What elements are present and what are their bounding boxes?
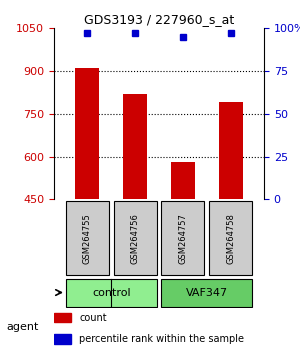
FancyBboxPatch shape bbox=[114, 201, 157, 275]
FancyBboxPatch shape bbox=[161, 279, 252, 307]
Bar bbox=[171, 162, 195, 199]
Bar bbox=[76, 68, 99, 199]
Text: GSM264755: GSM264755 bbox=[83, 213, 92, 263]
Text: percentile rank within the sample: percentile rank within the sample bbox=[79, 334, 244, 344]
FancyBboxPatch shape bbox=[66, 279, 157, 307]
FancyBboxPatch shape bbox=[161, 201, 204, 275]
Text: GSM264757: GSM264757 bbox=[178, 213, 188, 264]
Bar bbox=[123, 94, 147, 199]
Bar bbox=[54, 313, 71, 322]
Bar bbox=[219, 102, 242, 199]
FancyBboxPatch shape bbox=[66, 201, 109, 275]
Text: agent: agent bbox=[6, 322, 38, 332]
Text: GSM264758: GSM264758 bbox=[226, 213, 235, 264]
Text: VAF347: VAF347 bbox=[186, 287, 228, 297]
Text: GSM264756: GSM264756 bbox=[130, 213, 140, 264]
Bar bbox=[54, 334, 71, 344]
Title: GDS3193 / 227960_s_at: GDS3193 / 227960_s_at bbox=[84, 13, 234, 26]
Text: control: control bbox=[92, 287, 130, 297]
Text: count: count bbox=[79, 313, 107, 323]
FancyBboxPatch shape bbox=[209, 201, 252, 275]
